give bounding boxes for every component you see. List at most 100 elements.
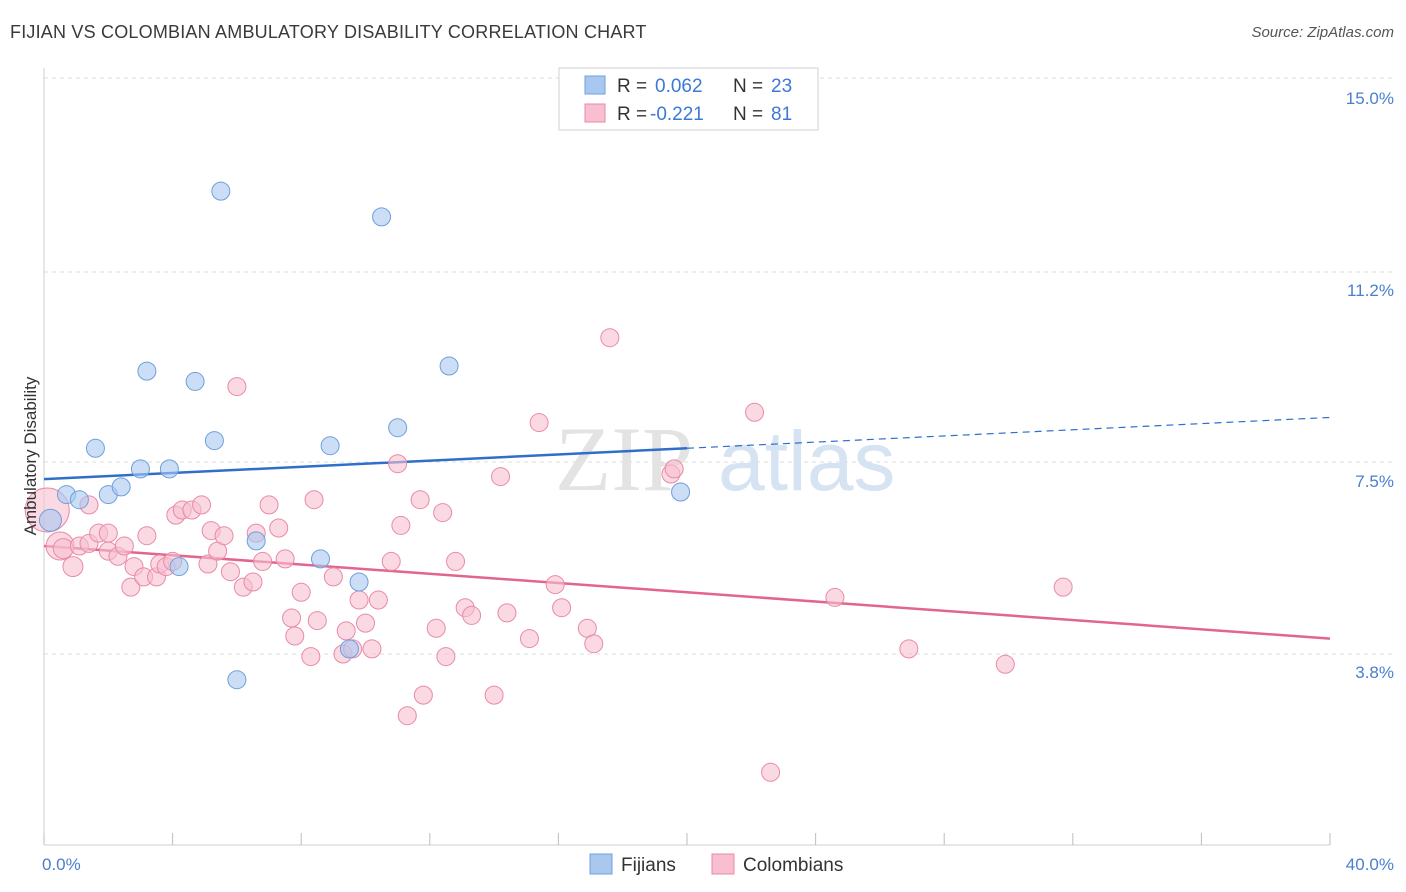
colombians-point [462,605,482,625]
fijians-point [246,531,266,551]
fijians-point [137,361,157,381]
legend-n-value-fijians: 23 [771,76,792,97]
colombians-point [227,377,247,397]
colombians-point [426,618,446,638]
fijians-point [320,436,340,456]
series-swatch-fijians [589,853,613,875]
y-tick-label: 7.5% [1355,472,1394,491]
legend-box: R = 0.062 N = 23 R = -0.221 N = 81 [558,67,819,131]
colombians-point [1053,577,1073,597]
colombians-point [285,626,305,646]
colombians-point [269,518,289,538]
colombians-point [391,515,411,535]
colombians-point [291,582,311,602]
fijians-point [38,508,62,532]
colombians-point [497,603,517,623]
y-tick-label: 3.8% [1355,663,1394,682]
fijians-point [339,639,359,659]
colombians-point [368,590,388,610]
colombians-point [446,551,466,571]
legend-r-value-fijians: 0.062 [655,76,703,97]
colombians-point [356,613,375,633]
colombians-point [552,598,572,618]
fijians-point [169,557,189,577]
fijians-point [372,207,392,227]
fijians-point [69,490,89,510]
colombians-point [436,647,456,667]
trend-line-fijians [43,447,688,481]
colombians-point [253,551,273,571]
gridlines [44,77,1392,655]
y-axis-title: Ambulatory Disability [21,376,40,535]
colombians-point [243,572,263,592]
fijians-point [310,549,330,569]
fijians-point [130,459,150,479]
colombians-point [584,634,604,654]
fijians-point [85,438,105,458]
legend-n-label-colombians: N = [733,104,763,125]
colombians-point [192,495,212,515]
fijians-point [227,670,247,690]
colombians-point [62,556,84,578]
colombians-point [301,647,321,667]
colombians-point [282,608,302,628]
colombians-point [220,562,240,582]
colombians-point [491,467,511,487]
fijians-point [671,482,691,502]
legend-r-label-colombians: R = [617,104,647,125]
colombians-point [664,459,684,479]
fijians-point [439,356,459,376]
colombians-point [600,328,620,348]
x-tick-label-max: 40.0% [1346,855,1394,874]
colombians-point [349,590,369,610]
fijians-point [204,431,224,451]
colombians-point [381,551,401,571]
y-tick-label: 11.2% [1347,281,1394,300]
colombians-point [304,490,324,510]
fijians-point [388,418,408,438]
colombians-point [995,654,1015,674]
fijians-point [211,181,231,201]
legend-r-value-colombians: -0.221 [650,104,704,125]
series-legend: Fijians Colombians [589,853,843,876]
legend-r-label-fijians: R = [617,76,647,97]
colombians-point [275,549,295,569]
series-label-fijians: Fijians [621,855,676,876]
colombians-point [323,567,343,587]
series-swatch-colombians [711,853,735,875]
source-label: Source: ZipAtlas.com [1251,24,1394,41]
colombians-point [98,523,118,543]
colombians-point [336,621,356,641]
fijians-point [111,477,131,497]
fijians-point [349,572,369,592]
colombians-point [745,402,765,422]
watermark-atlas: atlas [718,414,895,508]
colombians-point [114,536,134,556]
colombians-point [433,503,453,523]
colombians-point [761,762,781,782]
colombians-point [388,454,408,474]
colombians-point [899,639,919,659]
legend-n-label-fijians: N = [733,76,763,97]
fijians-point [159,459,179,479]
colombians-point [214,526,234,546]
chart-title: FIJIAN VS COLOMBIAN AMBULATORY DISABILIT… [10,22,647,42]
colombians-point [259,495,279,515]
colombians-point [137,526,157,546]
y-tick-labels: 15.0% 11.2% 7.5% 3.8% [1346,89,1394,682]
legend-swatch-colombians [584,103,606,123]
x-tick-label-min: 0.0% [42,855,81,874]
series-label-colombians: Colombians [743,855,843,876]
data-points [24,181,1073,782]
colombians-point [413,685,433,705]
colombians-point [198,554,218,574]
colombians-point [410,490,430,510]
fijians-point [185,371,205,391]
colombians-point [519,629,539,649]
legend-swatch-fijians [584,75,606,95]
colombians-point [121,577,141,597]
y-tick-label: 15.0% [1346,89,1394,108]
watermark-zip: ZIP [555,408,693,510]
legend-n-value-colombians: 81 [771,104,792,125]
